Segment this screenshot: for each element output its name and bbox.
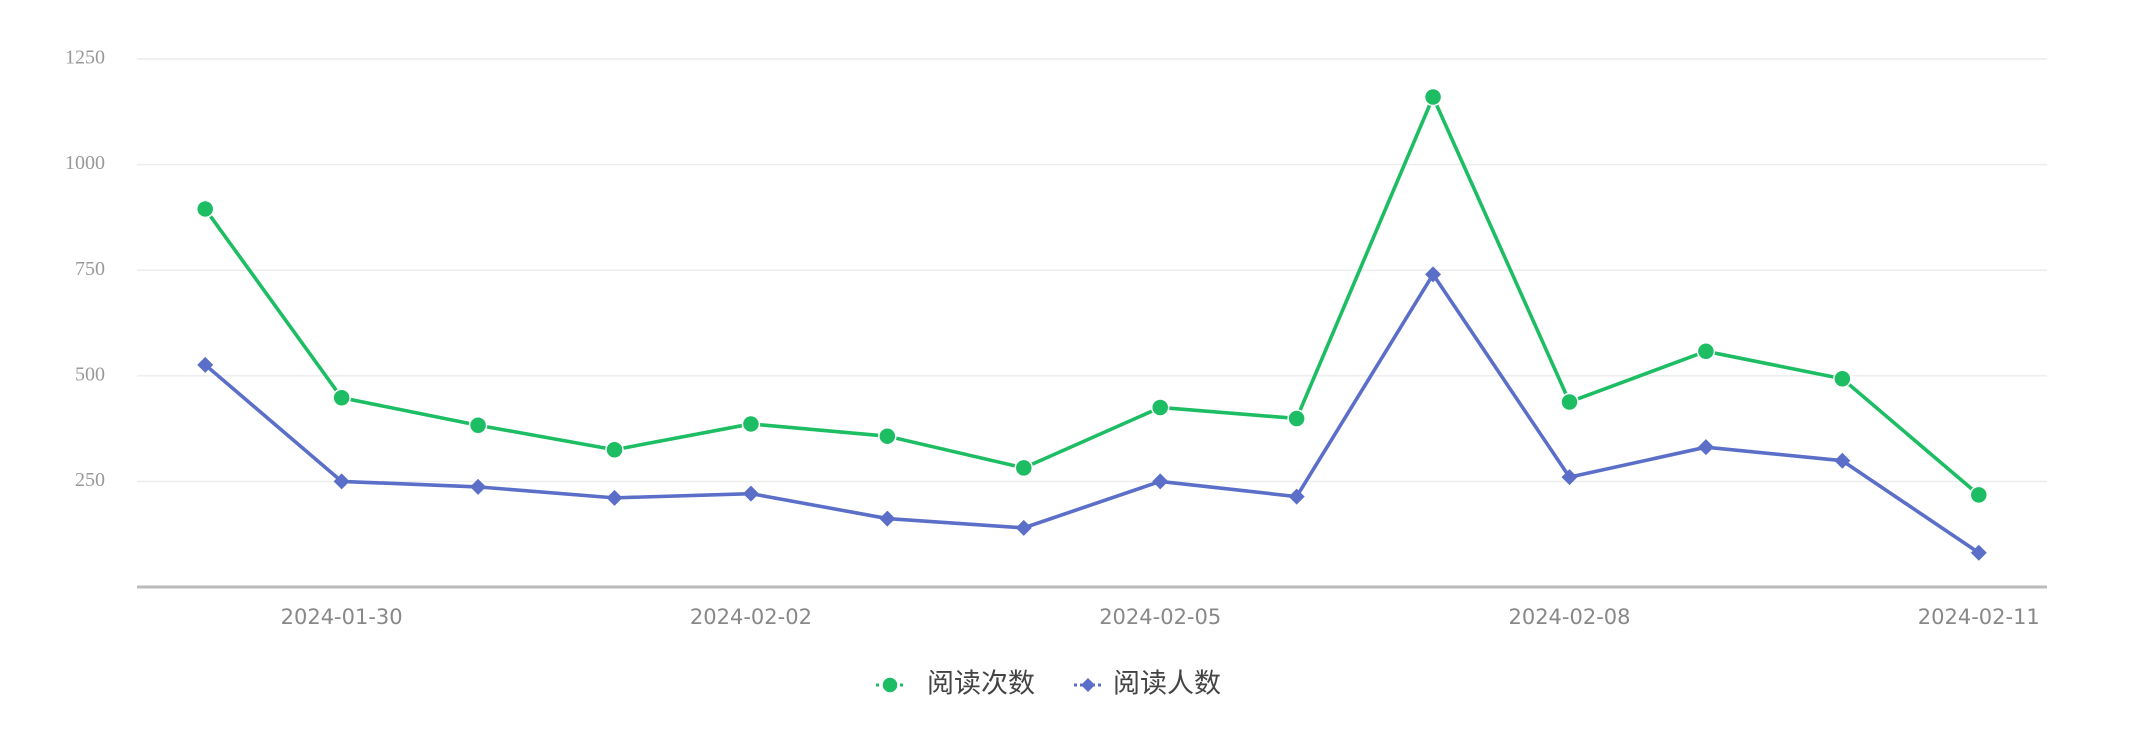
point	[1969, 485, 1989, 505]
x-tick-label: 2024-02-05	[1099, 605, 1221, 629]
point	[1970, 544, 1987, 561]
point	[1560, 392, 1579, 412]
point	[741, 414, 761, 434]
y-tick-label: 500	[75, 363, 105, 385]
point	[1561, 469, 1578, 486]
point	[1288, 488, 1305, 505]
point	[605, 440, 624, 459]
x-tick-label: 2024-02-02	[690, 605, 812, 629]
point	[332, 388, 351, 408]
y-tick-label: 1000	[65, 152, 105, 174]
point	[333, 473, 350, 490]
legend-marker	[881, 676, 899, 694]
point	[1014, 458, 1034, 478]
point	[1152, 473, 1169, 490]
legend-label[interactable]: 阅读次数	[927, 669, 1035, 700]
legend-marker	[1081, 678, 1095, 692]
point	[1696, 342, 1716, 361]
point	[1150, 398, 1170, 417]
series-line	[204, 272, 1980, 555]
legend-label[interactable]: 阅读人数	[1113, 669, 1221, 700]
y-tick-label: 1250	[65, 47, 105, 69]
point	[468, 415, 488, 435]
point	[1015, 519, 1032, 536]
y-tick-label: 250	[75, 469, 105, 491]
point	[879, 510, 896, 527]
x-tick-label: 2024-01-30	[281, 605, 403, 629]
x-tick-label: 2024-02-08	[1508, 605, 1630, 629]
point	[1423, 87, 1443, 107]
point	[470, 478, 487, 495]
point	[197, 356, 214, 373]
point	[1425, 266, 1442, 283]
point	[1697, 439, 1714, 456]
point	[195, 199, 215, 219]
point	[1833, 369, 1852, 389]
point	[878, 426, 897, 446]
point	[1287, 409, 1306, 428]
point	[1834, 452, 1851, 469]
point	[606, 489, 623, 506]
y-tick-label: 750	[75, 258, 105, 280]
x-tick-label: 2024-02-11	[1918, 605, 2040, 629]
series-line	[203, 95, 1980, 497]
point	[742, 485, 759, 502]
